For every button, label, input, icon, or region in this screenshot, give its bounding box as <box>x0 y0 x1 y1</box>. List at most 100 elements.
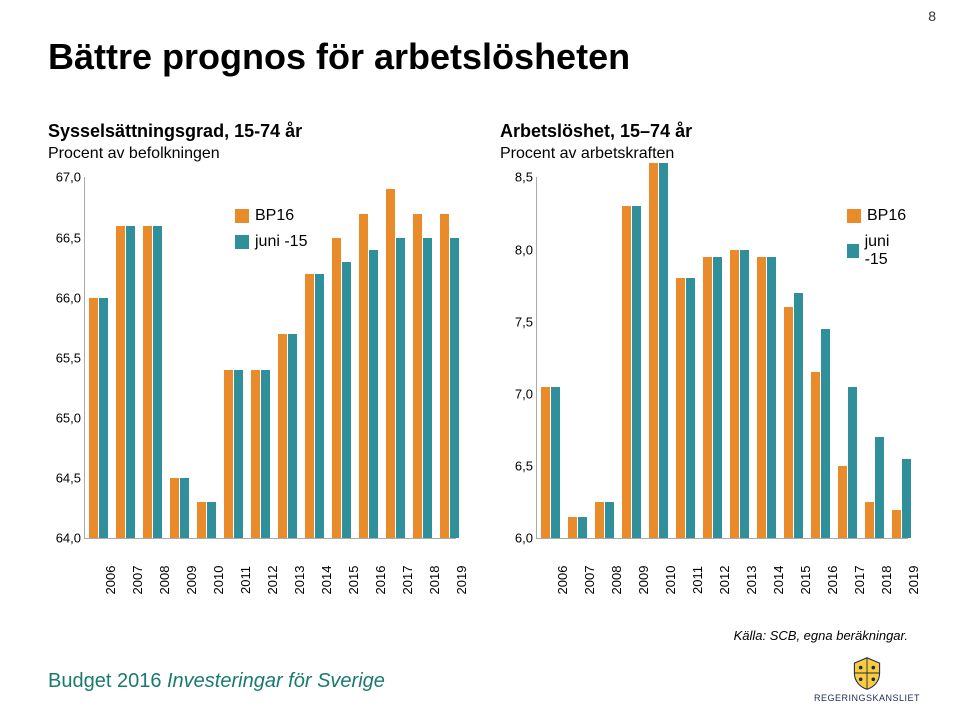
bar <box>605 502 614 538</box>
bar <box>224 370 233 538</box>
x-tick: 2011 <box>690 566 705 594</box>
bar-group <box>595 502 614 538</box>
bar <box>116 226 125 539</box>
bar-group <box>440 214 459 539</box>
bar <box>440 214 449 539</box>
legend-label: juni -15 <box>255 233 307 251</box>
bar <box>207 502 216 538</box>
bar <box>288 334 297 539</box>
bar <box>332 238 341 539</box>
page-number: 8 <box>928 8 936 24</box>
legend: BP16 juni -15 <box>235 207 307 251</box>
bar <box>89 298 98 539</box>
bar-group <box>649 163 668 538</box>
x-tick: 2012 <box>717 566 732 595</box>
bar-group <box>305 274 324 539</box>
bar <box>902 459 911 538</box>
y-tick: 6,5 <box>501 459 533 474</box>
bar <box>99 298 108 539</box>
bar-group <box>332 238 351 539</box>
y-tick: 7,0 <box>501 386 533 401</box>
bar-group <box>251 370 270 538</box>
bar-group <box>224 370 243 538</box>
x-tick: 2019 <box>906 566 921 595</box>
x-tick: 2010 <box>211 566 226 595</box>
bar <box>892 510 901 539</box>
bar <box>305 274 314 539</box>
bar-group <box>757 257 776 539</box>
bar-group <box>413 214 432 539</box>
left-chart-subheading: Procent av befolkningen <box>48 145 460 163</box>
bar <box>659 163 668 538</box>
x-tick: 2016 <box>825 566 840 595</box>
bar-group <box>197 502 216 538</box>
legend-swatch <box>235 235 249 249</box>
footer-left: Budget 2016 <box>48 670 161 692</box>
left-chart-heading: Sysselsättningsgrad, 15-74 år <box>48 120 460 143</box>
bar-group <box>811 329 830 538</box>
bar-group <box>865 437 884 538</box>
x-tick: 2009 <box>184 566 199 595</box>
bar <box>551 387 560 539</box>
bar-group <box>116 226 135 539</box>
bar <box>578 517 587 539</box>
y-tick: 64,0 <box>49 531 81 546</box>
legend-swatch <box>847 244 859 258</box>
bar <box>396 238 405 539</box>
bar <box>261 370 270 538</box>
x-tick: 2012 <box>265 566 280 595</box>
bar <box>676 278 685 538</box>
x-tick: 2018 <box>427 566 442 595</box>
bar-group <box>170 478 189 538</box>
bar <box>315 274 324 539</box>
x-tick: 2009 <box>636 566 651 595</box>
bar <box>875 437 884 538</box>
y-tick: 8,0 <box>501 242 533 257</box>
bar-group <box>703 257 722 539</box>
bar <box>703 257 712 539</box>
x-tick: 2017 <box>852 566 867 595</box>
bar-group <box>143 226 162 539</box>
bar <box>541 387 550 539</box>
crest-icon <box>849 655 885 691</box>
legend-label: juni -15 <box>865 233 908 269</box>
bar <box>423 238 432 539</box>
y-tick: 65,0 <box>49 411 81 426</box>
right-chart-subheading: Procent av arbetskraften <box>500 145 912 163</box>
bar <box>632 206 641 538</box>
x-tick: 2016 <box>373 566 388 595</box>
left-plot: 64,064,565,065,566,066,567,0200620072008… <box>48 177 460 587</box>
y-tick: 7,5 <box>501 314 533 329</box>
bar-group <box>784 293 803 538</box>
x-tick: 2007 <box>582 566 597 595</box>
x-tick: 2008 <box>609 566 624 595</box>
charts-row: Sysselsättningsgrad, 15-74 år Procent av… <box>48 120 912 587</box>
bar-group <box>838 387 857 539</box>
bar <box>740 250 749 539</box>
bar <box>865 502 874 538</box>
bar <box>811 372 820 538</box>
x-tick: 2013 <box>292 566 307 595</box>
bar <box>126 226 135 539</box>
page-title: Bättre prognos för arbetslösheten <box>48 36 630 78</box>
left-chart: Sysselsättningsgrad, 15-74 år Procent av… <box>48 120 460 587</box>
footer: Budget 2016 Investeringar för Sverige <box>48 670 385 693</box>
x-tick: 2014 <box>319 566 334 595</box>
legend-item: BP16 <box>235 207 307 225</box>
bar <box>197 502 206 538</box>
bar <box>153 226 162 539</box>
y-tick: 67,0 <box>49 170 81 185</box>
bar <box>568 517 577 539</box>
bar <box>180 478 189 538</box>
x-tick: 2010 <box>663 566 678 595</box>
y-tick: 65,5 <box>49 350 81 365</box>
legend-label: BP16 <box>255 207 294 225</box>
legend-label: BP16 <box>867 207 906 225</box>
bar <box>767 257 776 539</box>
x-tick: 2018 <box>879 566 894 595</box>
legend-swatch <box>847 209 861 223</box>
right-chart-heading: Arbetslöshet, 15–74 år <box>500 120 912 143</box>
bar <box>234 370 243 538</box>
bar-group <box>892 459 911 538</box>
x-tick: 2014 <box>771 566 786 595</box>
